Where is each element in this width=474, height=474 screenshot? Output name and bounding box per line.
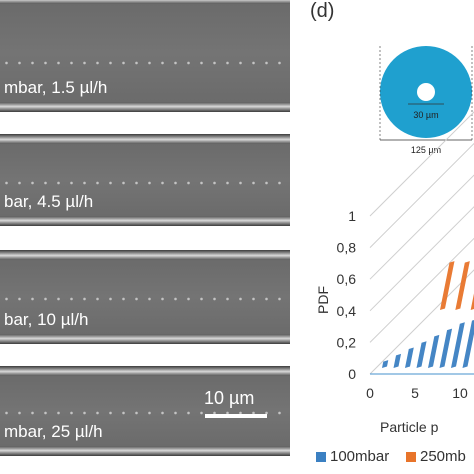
condition-label: mbar, 1.5 µl/h <box>4 78 108 97</box>
scale-bar <box>205 414 267 418</box>
grid-line <box>369 111 474 217</box>
bar-100mbar <box>382 360 389 368</box>
y-axis-label: PDF <box>315 286 331 314</box>
legend-swatch <box>406 452 416 463</box>
legend-swatch <box>316 452 326 463</box>
y-tick-label: 0,2 <box>337 334 357 350</box>
y-tick-label: 0,4 <box>337 303 357 319</box>
y-tick-label: 0,8 <box>337 240 357 256</box>
bar-100mbar <box>462 319 474 368</box>
bar-100mbar <box>428 334 440 368</box>
figure-d: 30 µm 125 µm 0 0,2 0,4 0,6 0,8 1 0 5 10 PDF Par… <box>315 46 474 435</box>
bar-100mbar <box>405 347 414 368</box>
inner-diameter-label: 30 µm <box>413 110 438 120</box>
fiber-cross-section: 30 µm 125 µm <box>379 46 473 155</box>
y-tick-label: 1 <box>348 208 356 224</box>
y-tick-label: 0 <box>348 366 356 382</box>
bar-250mb <box>455 261 470 310</box>
micrograph-2: bar, 4.5 µl/h <box>0 134 290 226</box>
legend-item-100mbar: 100mbar <box>316 448 389 465</box>
grid-line <box>369 237 474 343</box>
grid-line <box>369 174 474 280</box>
condition-label: bar, 4.5 µl/h <box>4 192 94 211</box>
legend-item-250mbar: 250mb <box>406 448 466 465</box>
condition-label: mbar, 25 µl/h <box>4 422 103 441</box>
bar-100mbar <box>416 341 427 368</box>
x-tick-label: 0 <box>366 385 374 401</box>
x-axis-label: Particle p <box>380 419 439 435</box>
bar-100mbar <box>451 322 465 368</box>
grid-line <box>369 142 474 248</box>
bar-100mbar <box>439 328 453 368</box>
x-tick-label: 5 <box>411 385 419 401</box>
grid-line <box>369 206 474 312</box>
panel-label: (d) <box>310 0 335 22</box>
legend-label: 100mbar <box>330 448 390 465</box>
x-tick-label: 10 <box>452 385 468 401</box>
micrograph-1: mbar, 1.5 µl/h <box>0 0 290 112</box>
micrograph-3: bar, 10 µl/h <box>0 250 290 344</box>
condition-label: bar, 10 µl/h <box>4 310 89 329</box>
legend-label: 250mb <box>420 448 466 465</box>
y-tick-label: 0,6 <box>337 271 357 287</box>
outer-diameter-label: 125 µm <box>411 145 441 155</box>
pdf-chart: 0 0,2 0,4 0,6 0,8 1 0 5 10 PDF Particle p <box>315 111 474 435</box>
micrograph-4: mbar, 25 µl/h <box>0 366 290 456</box>
bar-250mb <box>440 261 455 310</box>
bar-100mbar <box>393 353 402 368</box>
scale-bar-label: 10 µm <box>204 388 255 408</box>
